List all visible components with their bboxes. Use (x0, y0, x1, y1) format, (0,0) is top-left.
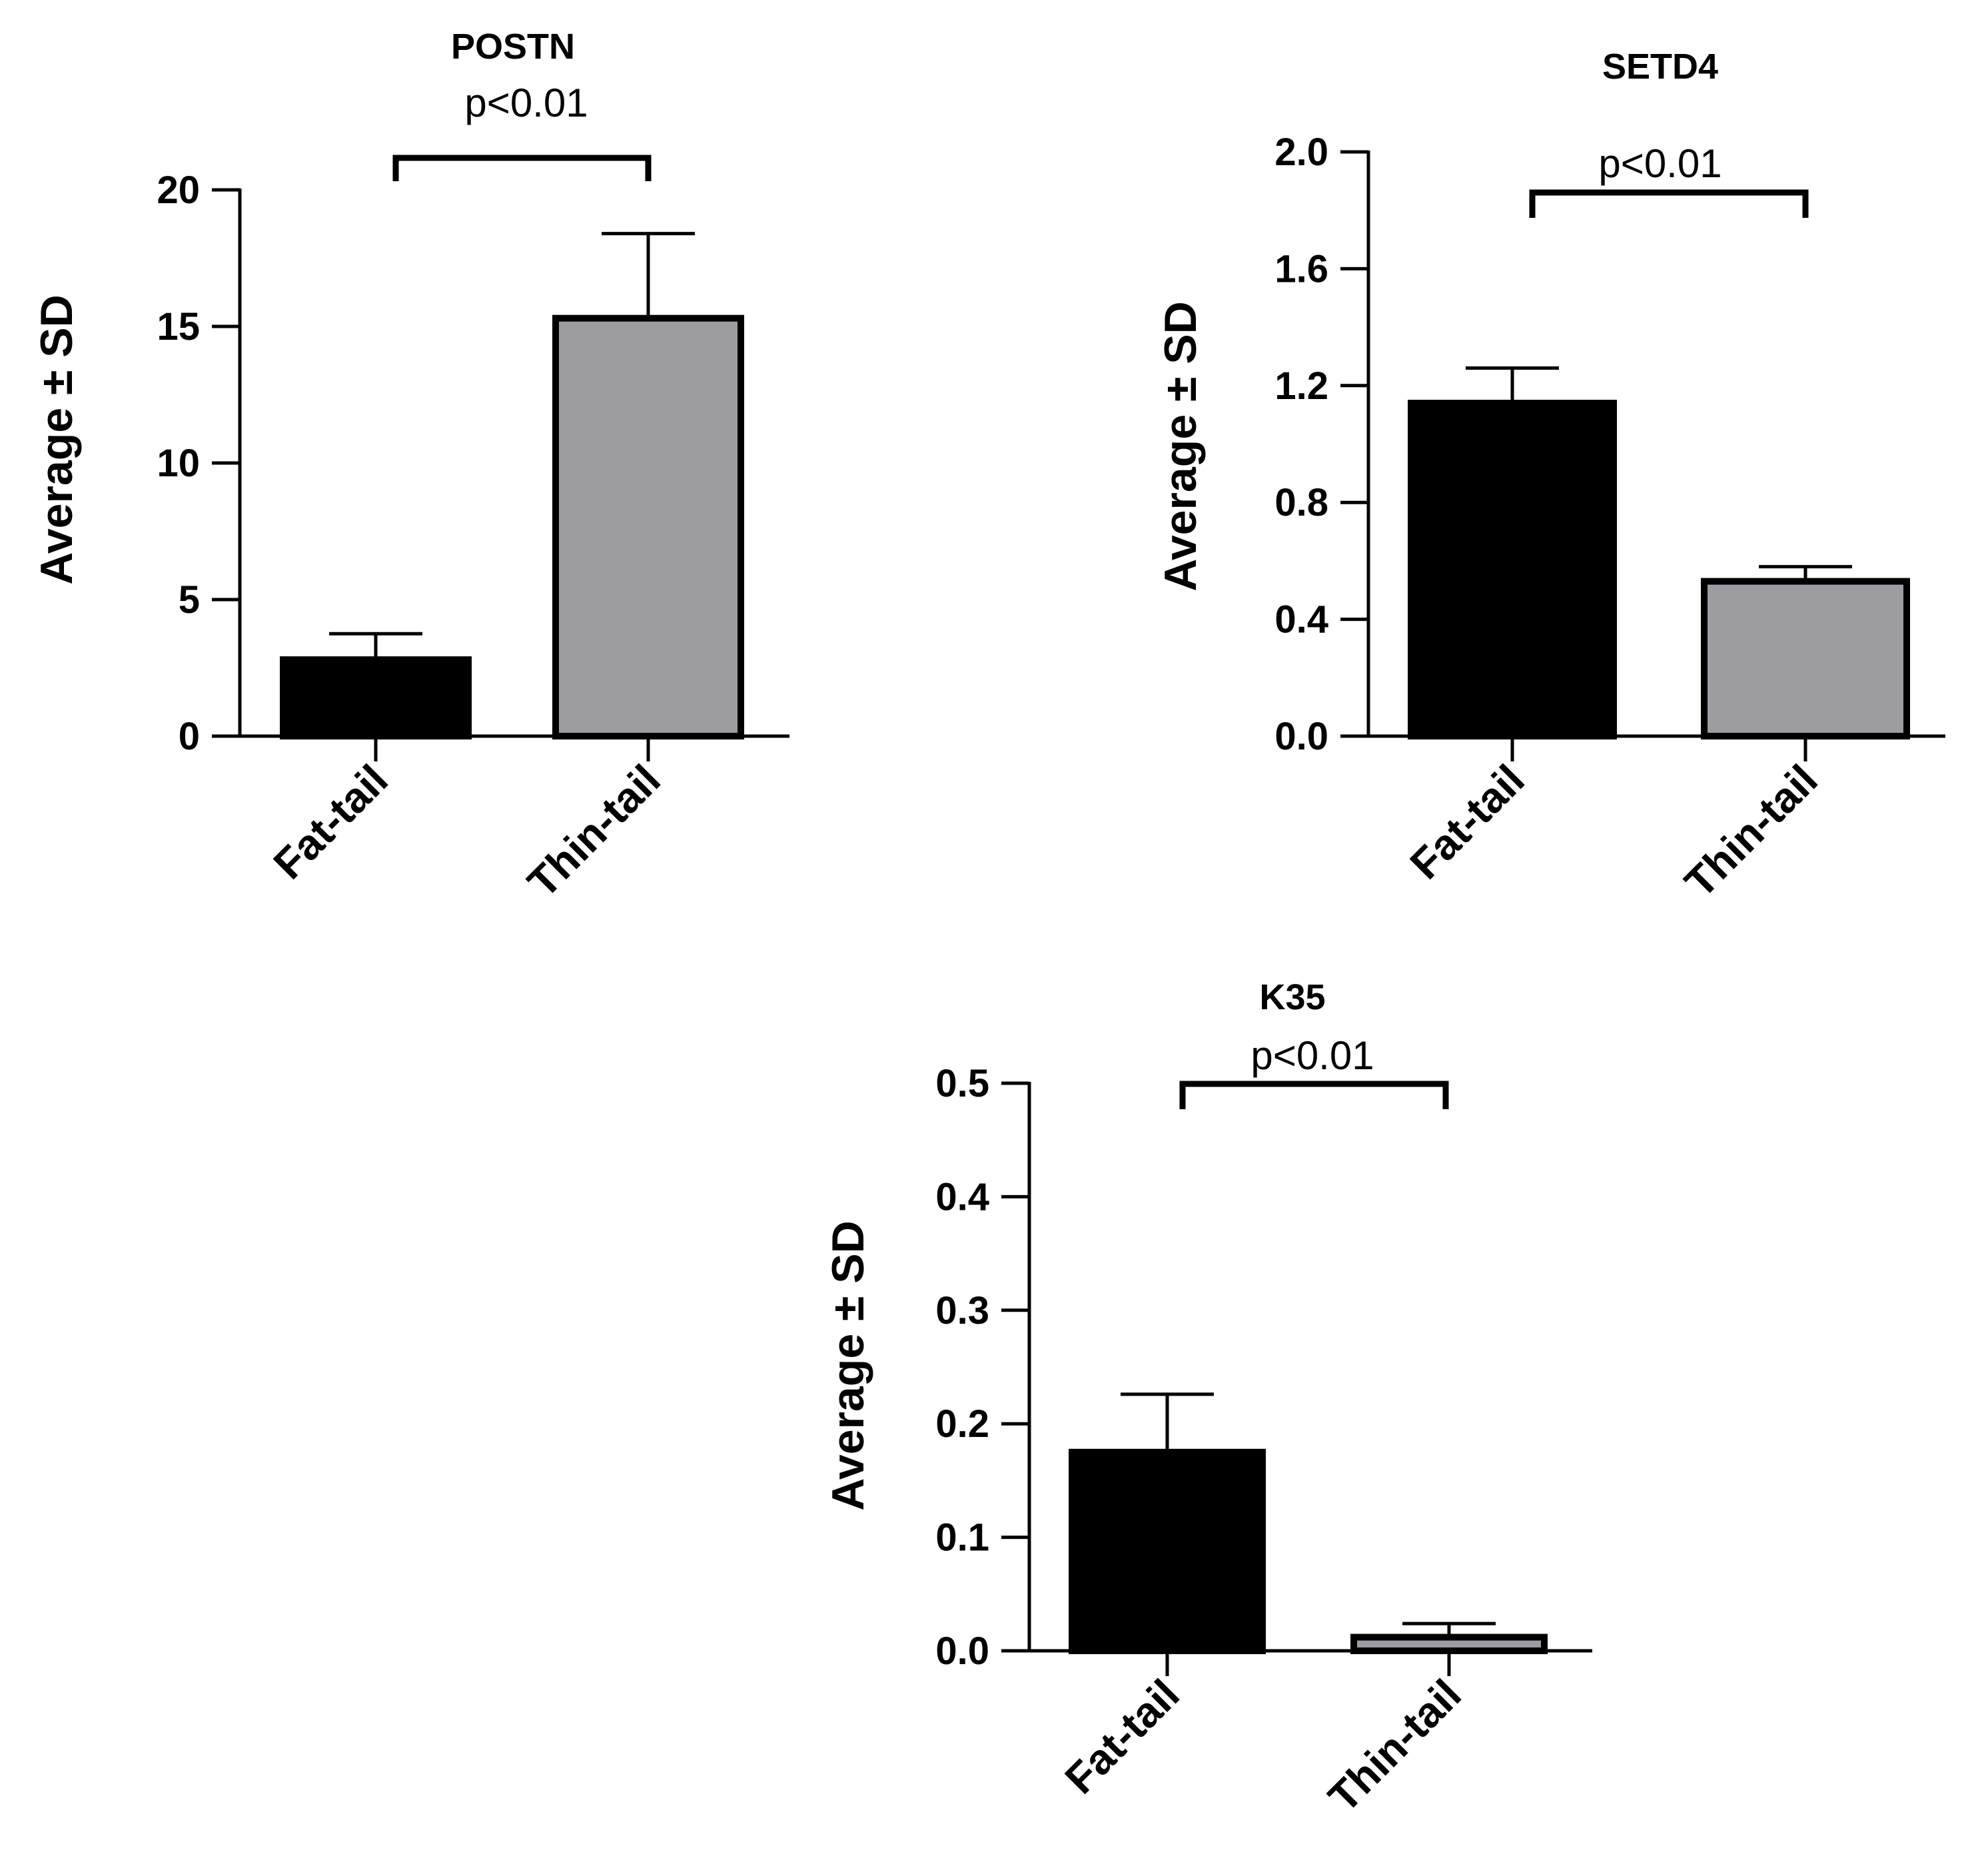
significance-label: p<0.01 (464, 81, 588, 125)
chart-title: SETD4 (1602, 47, 1718, 87)
bar-fat-tail (1408, 400, 1617, 739)
y-tick-label: 0.5 (935, 1062, 989, 1105)
y-tick-label: 0.2 (935, 1402, 989, 1446)
chart-postn: POSTN Average ± SD 0 5 10 15 20 Fat-tail Thin-ta… (31, 27, 789, 907)
y-tick-label: 15 (157, 305, 200, 348)
x-tick-label: Thin-tail (518, 755, 670, 907)
significance-bracket (1179, 1081, 1449, 1109)
y-tick-label: 0.1 (935, 1516, 989, 1560)
x-tick-label: Thin-tail (1676, 755, 1827, 907)
y-tick-label: 0.4 (1274, 598, 1328, 642)
y-tick-label: 0 (179, 715, 200, 758)
bar-thin-tail (1701, 578, 1910, 739)
y-tick-label: 20 (157, 169, 200, 212)
x-tick-label: Fat-tail (264, 755, 397, 888)
y-tick-label: 0.3 (935, 1289, 989, 1332)
y-tick-label: 5 (179, 578, 200, 622)
y-tick-label: 0.8 (1274, 481, 1328, 524)
y-tick-label: 0.0 (935, 1629, 989, 1673)
significance-bracket (1529, 189, 1809, 218)
y-tick-label: 1.6 (1274, 247, 1328, 290)
bar-thin-tail (1350, 1633, 1548, 1655)
significance-bracket (392, 155, 652, 181)
chart-title: K35 (1259, 977, 1325, 1017)
y-tick-label: 2.0 (1274, 131, 1328, 174)
x-tick-label: Fat-tail (1056, 1670, 1189, 1803)
bar-thin-tail (552, 314, 744, 739)
y-axis-label: Average ± SD (823, 1220, 873, 1510)
significance-label: p<0.01 (1250, 1033, 1374, 1078)
significance-label: p<0.01 (1598, 141, 1722, 186)
y-tick-label: 1.2 (1274, 364, 1328, 408)
y-tick-label: 0.4 (935, 1175, 989, 1218)
x-tick-label: Fat-tail (1401, 755, 1534, 888)
y-tick-label: 0.0 (1274, 715, 1328, 758)
y-tick-label: 10 (157, 442, 200, 485)
y-axis-label: Average ± SD (31, 294, 82, 584)
y-axis-label: Average ± SD (1155, 301, 1206, 591)
bar-fat-tail (280, 656, 472, 740)
chart-title: POSTN (451, 27, 575, 67)
bar-fat-tail (1069, 1448, 1266, 1655)
chart-setd4: SETD4 Average ± SD 0.0 0.4 0.8 1.2 1.6 2.0 Fat-t… (1155, 47, 1945, 907)
chart-k35: K35 Average ± SD 0.0 0.1 0.2 0.3 0.4 0.5 Fat-tai… (823, 977, 1592, 1821)
x-tick-label: Thin-tail (1319, 1670, 1470, 1821)
